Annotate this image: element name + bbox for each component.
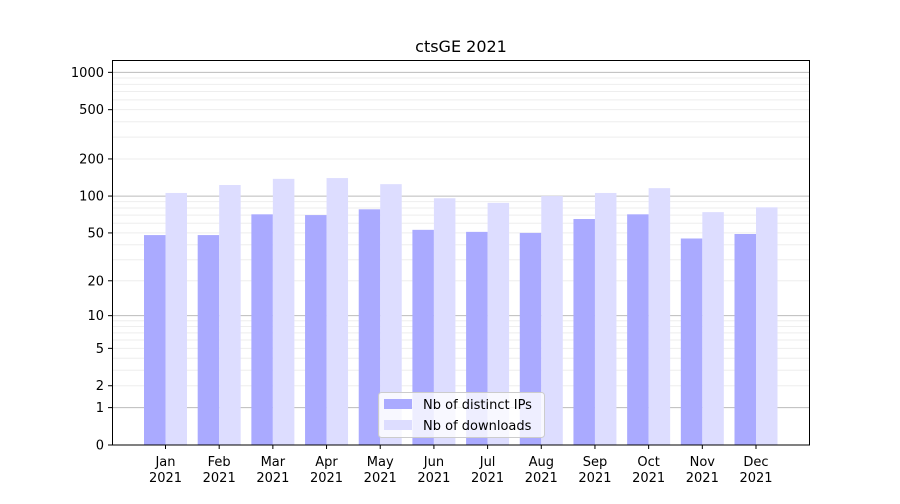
x-tick-label: 2021 xyxy=(417,471,450,486)
bar-distinct-ips xyxy=(197,235,220,445)
y-tick-label: 200 xyxy=(79,152,104,167)
bar-distinct-ips xyxy=(144,235,166,445)
x-tick-label: Mar xyxy=(261,455,286,470)
x-tick-label: 2021 xyxy=(256,471,289,486)
bar-downloads xyxy=(272,178,295,445)
bar-distinct-ips xyxy=(251,214,273,445)
x-tick-label: 2021 xyxy=(686,471,719,486)
x-tick-label: 2021 xyxy=(149,471,182,486)
y-tick-label: 500 xyxy=(79,103,104,118)
bar-distinct-ips xyxy=(680,238,703,445)
y-tick-label: 100 xyxy=(79,190,104,205)
bar-distinct-ips xyxy=(519,232,542,445)
bar-distinct-ips xyxy=(358,209,381,445)
bar-distinct-ips xyxy=(734,233,756,445)
x-tick-label: 2021 xyxy=(471,471,504,486)
y-tick-label: 0 xyxy=(96,439,104,454)
bar-distinct-ips xyxy=(627,214,649,445)
x-tick-label: 2021 xyxy=(739,471,772,486)
x-tick-label: Jul xyxy=(479,455,496,470)
plot-frame xyxy=(112,60,810,446)
y-tick-label: 1000 xyxy=(71,66,104,81)
x-tick-label: 2021 xyxy=(364,471,397,486)
bar-downloads xyxy=(433,198,456,445)
x-tick-label: Sep xyxy=(583,455,608,470)
bar-downloads xyxy=(756,207,778,445)
x-tick-label: May xyxy=(367,455,394,470)
x-tick-label: 2021 xyxy=(203,471,236,486)
legend-label-ips: Nb of distinct IPs xyxy=(423,398,532,413)
x-tick-label: Nov xyxy=(690,455,716,470)
x-tick-label: Apr xyxy=(315,455,338,470)
y-tick-label: 2 xyxy=(96,379,104,394)
y-tick-label: 50 xyxy=(87,226,104,241)
x-tick-label: 2021 xyxy=(310,471,343,486)
x-tick-label: Oct xyxy=(637,455,659,470)
y-tick-label: 1 xyxy=(96,401,104,416)
bar-downloads xyxy=(219,184,241,446)
bars xyxy=(144,178,778,446)
bar-downloads xyxy=(380,184,402,445)
legend-label-downloads: Nb of downloads xyxy=(423,419,532,434)
bar-downloads xyxy=(326,178,349,445)
y-tick-label: 10 xyxy=(87,309,104,324)
bar-downloads xyxy=(594,192,617,445)
bar-downloads xyxy=(648,188,671,445)
x-tick-label: Feb xyxy=(208,455,231,470)
y-axis: 0 1 2 5 10 20 50 100 200 500 1000 xyxy=(71,66,112,454)
bar-distinct-ips xyxy=(412,229,434,445)
legend: Nb of distinct IPs Nb of downloads xyxy=(378,392,545,438)
x-tick-label: 2021 xyxy=(632,471,665,486)
x-tick-label: Jan xyxy=(154,455,175,470)
bar-distinct-ips xyxy=(573,219,595,445)
x-tick-label: 2021 xyxy=(578,471,611,486)
legend-swatch-ips xyxy=(384,399,412,409)
bar-downloads xyxy=(165,192,187,445)
y-tick-label: 5 xyxy=(96,342,104,357)
y-tick-label: 20 xyxy=(87,274,104,289)
x-tick-label: Dec xyxy=(743,455,768,470)
bar-downloads xyxy=(541,196,563,445)
bar-distinct-ips xyxy=(466,231,488,445)
bar-distinct-ips xyxy=(305,215,327,445)
x-tick-label: Aug xyxy=(529,455,554,470)
x-axis: Jan2021Feb2021Mar2021Apr2021May2021Jun20… xyxy=(149,445,773,486)
bar-downloads xyxy=(702,212,724,445)
legend-swatch-downloads xyxy=(384,420,412,430)
chart-title: ctsGE 2021 xyxy=(415,37,507,56)
bar-downloads xyxy=(487,202,510,445)
legend-box xyxy=(378,392,545,438)
x-tick-label: Jun xyxy=(423,455,444,470)
x-tick-label: 2021 xyxy=(525,471,558,486)
